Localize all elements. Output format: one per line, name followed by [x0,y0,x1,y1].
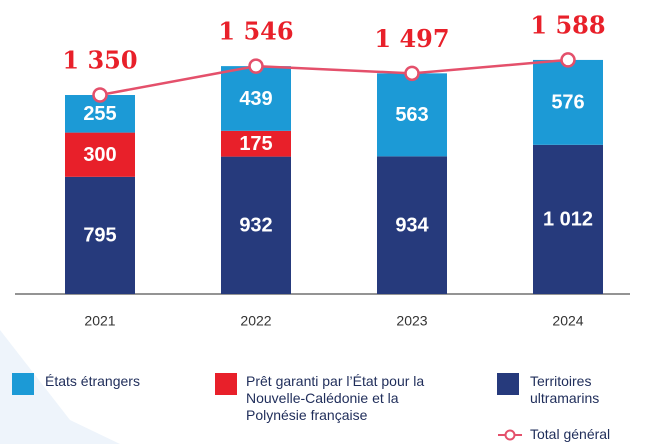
total-line [99,58,569,97]
background-shape [0,330,120,444]
x-tick-label: 2023 [396,313,427,329]
data-label: 175 [239,133,272,155]
x-tick-label: 2024 [552,313,583,329]
bar-segment [221,156,291,294]
x-tick-label: 2021 [84,313,115,329]
legend-marker [504,429,516,441]
total-point [92,87,108,103]
bar-segment [221,130,291,157]
legend-label: Territoires ultramarins [530,373,600,406]
total-point [248,58,264,74]
total-point [560,52,576,68]
total-label: 1 497 [374,24,449,53]
data-label: 932 [239,215,272,237]
legend-label: Prêt garanti par l’État pour la Nouvelle… [246,373,425,423]
bar-segment [65,176,135,294]
data-label: 576 [551,92,584,114]
data-label: 934 [395,214,429,236]
bar-segment [65,132,135,177]
legend-swatch [497,373,519,395]
bar-segment [533,59,603,145]
total-label: 1 588 [530,10,605,39]
data-label: 255 [83,103,116,125]
legend-swatch [215,373,237,395]
bar-segment [377,73,447,157]
data-label: 563 [395,104,428,126]
data-label: 300 [83,144,116,166]
total-point [404,65,420,82]
bar-segment [377,156,447,294]
data-label: 439 [239,88,272,110]
legend-label: États étrangers [45,373,140,389]
x-tick-label: 2022 [240,313,271,329]
total-label: 1 546 [218,17,293,46]
bar-segment [533,144,603,294]
legend-label: Total général [530,426,611,442]
data-label: 795 [83,225,116,247]
legend-swatch [12,373,34,395]
bar-segment [221,66,291,131]
total-label: 1 350 [62,46,137,75]
data-label: 1 012 [543,209,593,231]
